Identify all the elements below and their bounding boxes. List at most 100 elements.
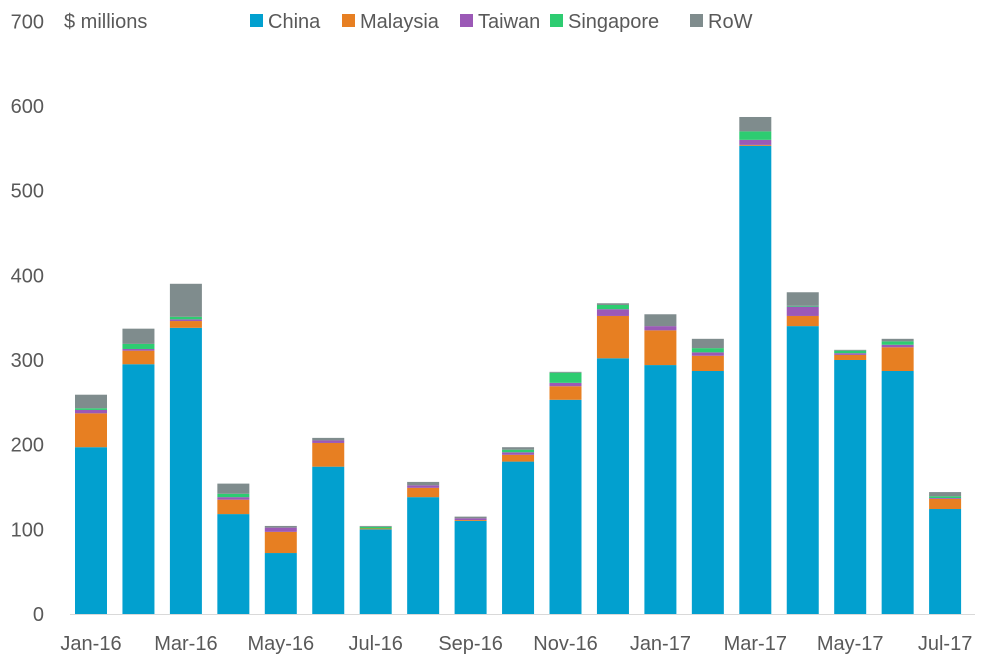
bar-segment-singapore	[739, 131, 772, 140]
y-tick-label: 600	[11, 96, 44, 118]
legend-swatch-singapore	[550, 14, 563, 27]
bar-Feb-17	[691, 338, 724, 614]
bar-segment-china	[834, 359, 867, 614]
bar-segment-row	[217, 483, 250, 494]
bar-segment-taiwan	[596, 309, 629, 316]
bar-segment-row	[691, 338, 724, 349]
legend-swatch-malaysia	[342, 14, 355, 27]
bar-segment-row	[786, 292, 819, 306]
bar-Jul-16	[359, 525, 392, 614]
bar-segment-row	[644, 314, 677, 327]
bar-Jul-17	[929, 492, 962, 614]
bar-segment-row	[549, 371, 582, 373]
bar-segment-row	[834, 349, 867, 351]
bar-Apr-17	[786, 292, 819, 614]
legend-label: RoW	[708, 11, 753, 33]
bar-segment-malaysia	[881, 347, 914, 371]
legend-label: Singapore	[568, 11, 659, 33]
bar-segment-row	[122, 328, 155, 344]
bar-segment-singapore	[217, 493, 250, 498]
bar-segment-china	[502, 461, 535, 614]
bar-segment-malaysia	[929, 498, 962, 510]
legend-swatch-china	[250, 14, 263, 27]
x-tick-label: Jan-17	[630, 633, 691, 655]
bar-segment-taiwan	[881, 344, 914, 348]
bar-segment-malaysia	[407, 487, 440, 498]
bar-segment-singapore	[169, 316, 202, 320]
bar-segment-taiwan	[549, 382, 582, 387]
bar-segment-malaysia	[122, 350, 155, 365]
x-tick-label: Jul-17	[918, 633, 972, 655]
x-axis: Jan-16 Mar-16 May-16 Jul-16 Sep-16 Nov-16 Jan-…	[60, 633, 972, 655]
bar-segment-china	[454, 520, 487, 614]
bar-segment-singapore	[834, 350, 867, 354]
bar-segment-taiwan	[644, 326, 677, 331]
bar-segment-malaysia	[312, 442, 345, 467]
bar-segment-malaysia	[359, 528, 392, 530]
bar-segment-taiwan	[312, 440, 345, 443]
bar-segment-malaysia	[169, 321, 202, 328]
bar-May-17	[834, 349, 867, 614]
bar-segment-row	[359, 525, 392, 527]
bar-segment-taiwan	[834, 353, 867, 355]
bar-segment-malaysia	[596, 315, 629, 359]
bar-Dec-16	[596, 303, 629, 614]
bar-segment-china	[691, 370, 724, 614]
bar-segment-row	[739, 116, 772, 132]
bar-segment-china	[596, 358, 629, 614]
bar-segment-row	[312, 437, 345, 441]
bar-segment-row	[881, 338, 914, 342]
bar-segment-china	[644, 365, 677, 614]
bar-segment-china	[549, 399, 582, 614]
legend-swatch-taiwan	[460, 14, 473, 27]
bars	[75, 116, 962, 614]
bar-Jan-17	[644, 314, 677, 614]
bar-segment-china	[169, 327, 202, 614]
bar-Jun-16	[312, 437, 345, 614]
legend-label: Malaysia	[360, 11, 440, 33]
bar-segment-row	[454, 516, 487, 519]
bar-segment-taiwan	[454, 518, 487, 521]
bar-segment-taiwan	[264, 527, 297, 532]
bar-segment-taiwan	[929, 498, 962, 499]
y-tick-label: 300	[11, 350, 44, 372]
bar-segment-china	[359, 529, 392, 614]
bar-segment-malaysia	[834, 354, 867, 360]
bar-segment-china	[75, 447, 107, 614]
y-axis-label: $ millions	[64, 11, 147, 33]
bar-segment-row	[596, 303, 629, 305]
legend-label: China	[268, 11, 321, 33]
bar-segment-china	[786, 326, 819, 614]
bar-segment-malaysia	[454, 520, 487, 521]
bar-segment-malaysia	[786, 315, 819, 327]
bar-segment-taiwan	[217, 497, 250, 500]
bar-segment-malaysia	[75, 413, 107, 448]
bar-segment-singapore	[75, 408, 107, 410]
x-tick-label: Sep-16	[438, 633, 503, 655]
bar-segment-taiwan	[786, 306, 819, 316]
bar-Mar-17	[739, 116, 772, 614]
bar-segment-china	[407, 497, 440, 614]
y-tick-label: 500	[11, 181, 44, 203]
legend: China Malaysia Taiwan Singapore RoW	[250, 11, 753, 33]
bar-segment-row	[169, 283, 202, 317]
bar-segment-taiwan	[122, 348, 155, 351]
bar-segment-china	[881, 370, 914, 614]
legend-swatch-row	[690, 14, 703, 27]
bar-segment-row	[929, 492, 962, 497]
bar-segment-china	[264, 553, 297, 614]
x-tick-label: Mar-16	[154, 633, 217, 655]
x-tick-label: May-17	[817, 633, 884, 655]
bar-segment-china	[312, 466, 345, 614]
bar-segment-malaysia	[739, 144, 772, 146]
bar-segment-taiwan	[691, 352, 724, 356]
bar-Jan-16	[75, 394, 107, 614]
y-tick-label: 200	[11, 435, 44, 457]
bar-Feb-16	[122, 328, 155, 614]
legend-label: Taiwan	[478, 11, 540, 33]
bar-segment-china	[217, 514, 250, 614]
bar-segment-taiwan	[169, 319, 202, 322]
bar-segment-malaysia	[217, 499, 250, 515]
bar-segment-taiwan	[407, 485, 440, 488]
bar-segment-malaysia	[644, 330, 677, 366]
